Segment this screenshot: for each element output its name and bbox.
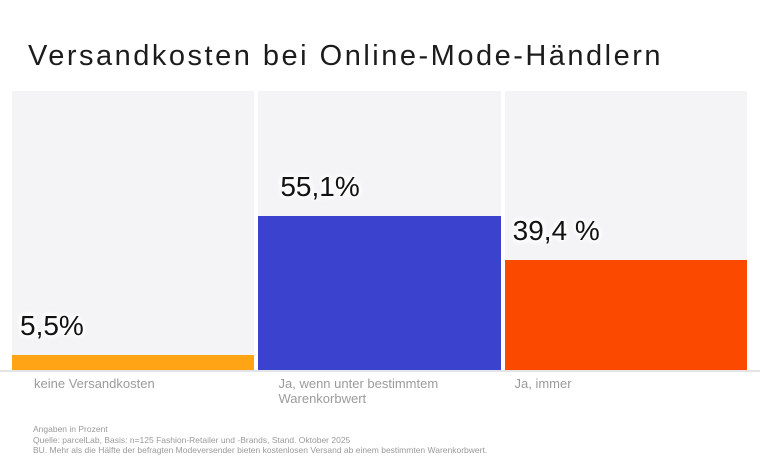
category-label: keine Versandkosten: [34, 376, 155, 391]
bar-column-unter-warenkorbwert: 55,1%: [258, 91, 501, 370]
footnote-unit: Angaben in Prozent: [33, 424, 108, 434]
bar-unter-warenkorbwert: [258, 216, 501, 370]
value-label: 39,4 %: [512, 215, 600, 247]
bar-column-ja-immer: 39,4 %: [504, 91, 747, 370]
category-label: Ja, immer: [514, 376, 572, 391]
value-label: 55,1%: [280, 171, 360, 203]
footnote-caption: BU. Mehr als die Hälfte der befragten Mo…: [33, 445, 488, 455]
value-label: 5,5%: [20, 309, 84, 341]
footnotes: Angaben in Prozent Quelle: parcelLab, Ba…: [33, 424, 487, 456]
bar-keine-versandkosten: [12, 354, 255, 370]
category-label: Ja, wenn unter bestimmtem Warenkorbwert: [278, 376, 439, 406]
chart-title: Versandkosten bei Online-Mode-Händlern: [28, 40, 664, 72]
footnote-source: Quelle: parcelLab, Basis: n=125 Fashion-…: [33, 434, 351, 445]
bar-ja-immer: [504, 260, 747, 370]
x-axis-baseline: [0, 370, 760, 372]
bar-column-keine-versandkosten: 5,5%: [12, 91, 255, 370]
bar-chart-plot-area: 5,5% 55,1% 39,4 %: [12, 91, 747, 370]
category-labels-row: keine Versandkosten Ja, wenn unter besti…: [12, 376, 747, 406]
